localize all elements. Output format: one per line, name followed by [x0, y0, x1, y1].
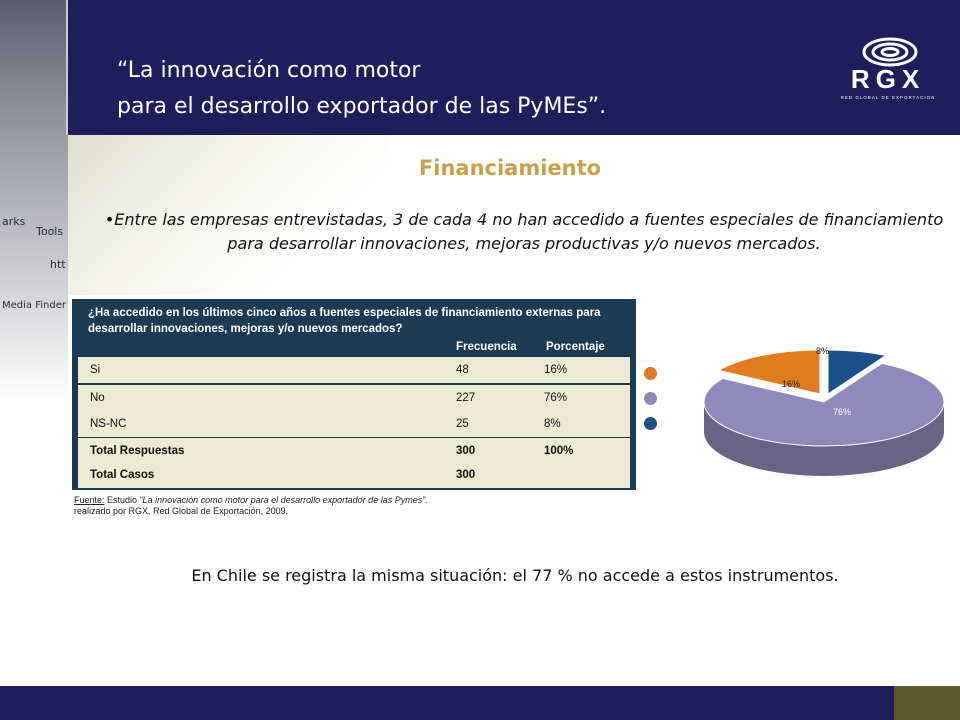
header-banner — [0, 0, 960, 135]
row-frequency: 25 — [456, 418, 469, 430]
background-fade — [68, 135, 388, 295]
conclusion-text: En Chile se registra la misma situación:… — [191, 566, 839, 585]
table-row-total-cases: Total Casos 300 — [78, 462, 630, 488]
row-frequency: 48 — [456, 364, 469, 376]
table-row: No 227 76% — [78, 385, 630, 411]
table-question: ¿Ha accedido en los últimos cinco años a… — [88, 307, 601, 335]
column-header-percent: Porcentaje — [546, 341, 605, 353]
logo-tagline: RED GLOBAL DE EXPORTACION — [841, 95, 936, 100]
logo-text: RGX — [851, 64, 925, 94]
row-frequency: 300 — [456, 445, 476, 457]
column-header-frequency: Frecuencia — [456, 341, 517, 353]
photo-text: Media Finder — [2, 300, 66, 311]
source-label: Fuente: — [74, 495, 105, 505]
source-text: Estudio — [104, 495, 140, 505]
legend-dot-si — [644, 367, 657, 380]
header-photo: arks Tools htt Media Finder — [0, 0, 68, 400]
row-percent: 76% — [544, 392, 568, 404]
source-note: Fuente: Estudio “La innovación como moto… — [74, 495, 428, 517]
rgx-logo: RGX RED GLOBAL DE EXPORTACION — [832, 36, 944, 102]
table-row: NS-NC 25 8% — [78, 411, 630, 437]
row-frequency: 227 — [456, 392, 476, 404]
survey-table: ¿Ha accedido en los últimos cinco años a… — [72, 299, 636, 490]
footer-accent — [894, 686, 960, 720]
row-percent: 16% — [544, 364, 568, 376]
pie-label-si: 16% — [782, 379, 800, 389]
row-label: Total Casos — [90, 469, 155, 481]
intro-paragraph: •Entre las empresas entrevistadas, 3 de … — [104, 210, 944, 253]
pie-label-ns-nc: 8% — [816, 346, 829, 356]
table-row: Si 48 16% — [78, 357, 630, 383]
title-line-1: “La innovación como motor — [117, 58, 421, 83]
row-percent: 100% — [544, 445, 574, 457]
footer-bar — [0, 686, 894, 720]
row-label: Si — [90, 364, 101, 376]
pie-slice-si — [717, 349, 821, 395]
photo-text: Tools — [36, 225, 64, 238]
section-title: Financiamiento — [418, 156, 602, 180]
row-label: Total Respuestas — [90, 445, 185, 457]
table-row-total-responses: Total Respuestas 300 100% — [78, 438, 630, 464]
source-text-2: realizado por RGX, Red Global de Exporta… — [74, 506, 289, 516]
legend-dot-no — [644, 392, 657, 405]
pie-slice-no — [703, 362, 945, 447]
source-study: “La innovación como motor para el desarr… — [139, 495, 428, 505]
title-line-2: para el desarrollo exportador de las PyM… — [117, 94, 607, 119]
legend-dot-ns-nc — [644, 417, 657, 430]
pie-side-no — [704, 402, 944, 476]
photo-text: htt — [50, 258, 66, 271]
pie-chart: 8% 76% 16% — [703, 346, 945, 476]
row-label: NS-NC — [90, 418, 127, 430]
pie-slice-ns-nc — [827, 349, 888, 395]
row-frequency: 300 — [456, 469, 476, 481]
row-percent: 8% — [544, 418, 561, 430]
pie-label-no: 76% — [833, 407, 851, 417]
row-label: No — [90, 392, 105, 404]
photo-text: arks — [2, 215, 26, 228]
